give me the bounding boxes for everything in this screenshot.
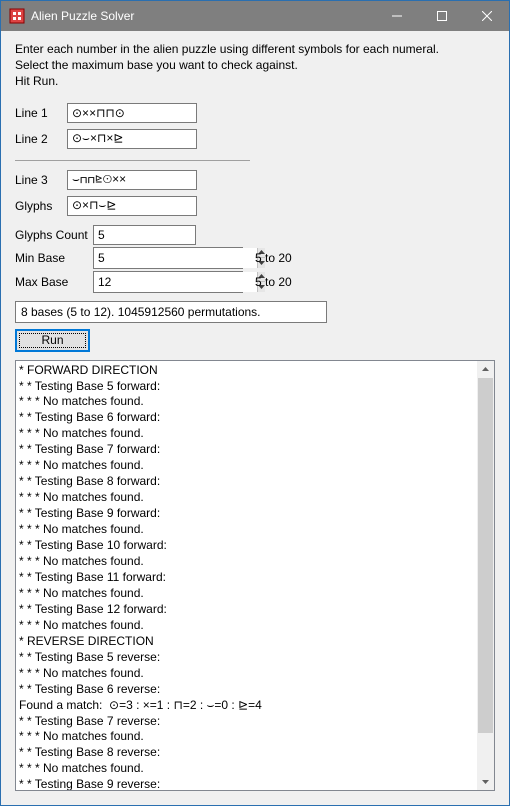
instructions: Enter each number in the alien puzzle us…	[15, 41, 495, 90]
input-line3[interactable]	[67, 170, 197, 190]
row-line2: Line 2	[15, 129, 495, 149]
window-title: Alien Puzzle Solver	[31, 9, 374, 23]
row-glyphs-count: Glyphs Count	[15, 225, 495, 245]
instructions-line: Select the maximum base you want to chec…	[15, 57, 495, 73]
input-glyphs-count[interactable]	[93, 225, 196, 245]
output-text[interactable]: * FORWARD DIRECTION * * Testing Base 5 f…	[16, 361, 477, 790]
row-glyphs: Glyphs	[15, 196, 495, 216]
close-button[interactable]	[464, 1, 509, 31]
label-line3: Line 3	[15, 173, 67, 187]
client-area: Enter each number in the alien puzzle us…	[1, 31, 509, 805]
output-panel: * FORWARD DIRECTION * * Testing Base 5 f…	[15, 360, 495, 791]
range-hint-max: 5 to 20	[255, 275, 292, 289]
window-controls	[374, 1, 509, 31]
scroll-up-button[interactable]	[477, 361, 494, 378]
separator	[15, 160, 250, 161]
scrollbar[interactable]	[477, 361, 494, 790]
scroll-down-button[interactable]	[477, 773, 494, 790]
row-min-base: Min Base 5 to 20	[15, 247, 495, 269]
input-glyphs[interactable]	[67, 196, 197, 216]
input-line2[interactable]	[67, 129, 197, 149]
row-line1: Line 1	[15, 103, 495, 123]
spinner-min-base	[93, 247, 243, 269]
spinner-max-base	[93, 271, 243, 293]
label-max-base: Max Base	[15, 275, 93, 289]
scroll-thumb[interactable]	[478, 378, 493, 734]
app-window: Alien Puzzle Solver Enter each number in…	[0, 0, 510, 806]
row-max-base: Max Base 5 to 20	[15, 271, 495, 293]
row-line3: Line 3	[15, 170, 495, 190]
label-line2: Line 2	[15, 132, 67, 146]
scroll-track[interactable]	[477, 378, 494, 773]
status-text: 8 bases (5 to 12). 1045912560 permutatio…	[15, 301, 327, 323]
input-line1[interactable]	[67, 103, 197, 123]
label-line1: Line 1	[15, 106, 67, 120]
minimize-button[interactable]	[374, 1, 419, 31]
input-min-base[interactable]	[94, 248, 257, 268]
titlebar[interactable]: Alien Puzzle Solver	[1, 1, 509, 31]
input-max-base[interactable]	[94, 272, 257, 292]
app-icon	[9, 8, 25, 24]
maximize-button[interactable]	[419, 1, 464, 31]
label-glyphs-count: Glyphs Count	[15, 228, 93, 242]
instructions-line: Enter each number in the alien puzzle us…	[15, 41, 495, 57]
instructions-line: Hit Run.	[15, 73, 495, 89]
run-button[interactable]: Run	[15, 329, 90, 352]
label-min-base: Min Base	[15, 251, 93, 265]
range-hint-min: 5 to 20	[255, 251, 292, 265]
label-glyphs: Glyphs	[15, 199, 67, 213]
